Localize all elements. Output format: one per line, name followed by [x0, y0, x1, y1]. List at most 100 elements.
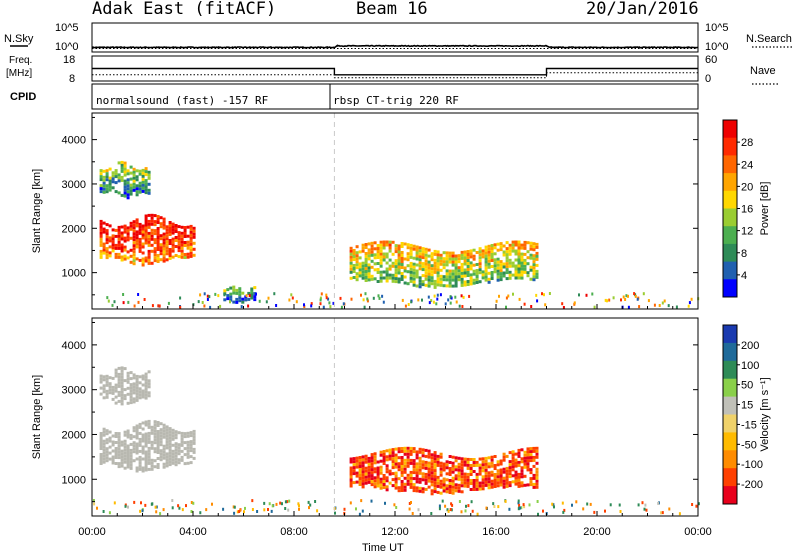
scatter-cell: [162, 462, 166, 466]
scatter-cell: [457, 471, 461, 475]
scatter-cell: [192, 447, 196, 451]
scatter-cell: [475, 481, 479, 485]
scatter-cell: [150, 464, 154, 468]
scatter-cell: [529, 453, 533, 457]
scatter-cell: [493, 264, 497, 268]
scatter-cell: [364, 267, 368, 270]
scatter-cell: [460, 274, 464, 278]
scatter-cell: [168, 230, 172, 233]
scatter-cell: [505, 469, 509, 473]
scatter-cell: [162, 244, 166, 248]
scatter-cell: [352, 258, 356, 261]
noise-cell: [585, 293, 588, 297]
scatter-cell: [253, 295, 257, 299]
scatter-cell: [382, 243, 386, 247]
scatter-cell: [508, 252, 512, 256]
scatter-cell: [138, 181, 142, 185]
scatter-cell: [144, 217, 148, 221]
scatter-cell: [436, 259, 440, 263]
scatter-cell: [111, 391, 115, 395]
scatter-cell: [129, 436, 133, 440]
noise-cell: [309, 503, 312, 507]
scatter-cell: [460, 253, 464, 257]
scatter-cell: [189, 455, 193, 459]
scatter-cell: [442, 462, 446, 466]
scatter-cell: [144, 438, 148, 442]
scatter-cell: [349, 255, 353, 259]
scatter-cell: [138, 222, 142, 226]
scatter-cell: [457, 266, 461, 270]
scatter-cell: [451, 260, 455, 264]
scatter-cell: [532, 263, 536, 267]
scatter-cell: [147, 188, 151, 192]
scatter-cell: [388, 276, 392, 280]
nsky-series-group: [91, 44, 699, 50]
scatter-cell: [189, 242, 193, 246]
scatter-cell: [132, 179, 136, 183]
scatter-cell: [499, 459, 503, 463]
scatter-cell: [105, 223, 109, 227]
scatter-cell: [433, 267, 437, 271]
scatter-cell: [421, 247, 425, 251]
scatter-cell: [165, 434, 169, 438]
scatter-cell: [445, 284, 449, 288]
scatter-cell: [153, 465, 157, 469]
scatter-cell: [508, 270, 512, 274]
noise-cell: [332, 301, 335, 305]
scatter-cell: [535, 242, 539, 246]
noise-cell: [177, 504, 180, 508]
scatter-cell: [379, 477, 383, 481]
scatter-cell: [532, 266, 536, 270]
scatter-cell: [111, 458, 115, 462]
scatter-cell: [427, 479, 431, 483]
scatter-cell: [135, 442, 139, 446]
noise-cell: [190, 501, 193, 504]
scatter-cell: [439, 461, 443, 465]
scatter-cell: [159, 234, 163, 238]
scatter-cell: [361, 470, 365, 474]
scatter-cell: [490, 464, 494, 468]
scatter-cell: [466, 481, 470, 485]
scatter-cell: [520, 469, 524, 473]
scatter-cell: [129, 227, 133, 231]
scatter-cell: [493, 243, 497, 247]
scatter-cell: [138, 455, 142, 459]
scatter-cell: [358, 250, 362, 254]
scatter-cell: [469, 267, 473, 271]
scatter-cell: [514, 276, 518, 280]
scatter-cell: [126, 377, 130, 381]
scatter-cell: [99, 377, 103, 381]
scatter-cell: [105, 392, 109, 396]
scatter-cell: [355, 456, 359, 460]
scatter-cell: [370, 265, 374, 269]
scatter-cell: [460, 469, 464, 473]
scatter-cell: [535, 245, 539, 249]
scatter-cell: [150, 243, 154, 247]
scatter-cell: [147, 249, 151, 253]
colorbar-segment: [723, 414, 737, 433]
scatter-cell: [117, 381, 121, 385]
scatter-cell: [135, 427, 139, 431]
scatter-cell: [418, 471, 422, 475]
scatter-cell: [403, 485, 407, 489]
scatter-cell: [430, 474, 434, 478]
scatter-cell: [439, 283, 443, 287]
scatter-cell: [466, 262, 470, 265]
scatter-cell: [433, 463, 437, 467]
scatter-cell: [529, 268, 533, 272]
scatter-cell: [424, 247, 428, 251]
scatter-cell: [147, 182, 151, 186]
scatter-cell: [532, 269, 536, 273]
scatter-cell: [421, 451, 425, 455]
scatter-cell: [451, 254, 455, 258]
y-tick-label: 2000: [62, 223, 86, 235]
colorbar-segment: [723, 279, 737, 298]
scatter-cell: [454, 275, 458, 279]
scatter-cell: [132, 447, 136, 451]
scatter-cell: [493, 467, 497, 470]
scatter-cell: [433, 484, 437, 488]
scatter-cell: [436, 475, 440, 479]
scatter-cell: [523, 252, 527, 256]
scatter-cell: [132, 256, 136, 260]
scatter-cell: [460, 466, 464, 470]
